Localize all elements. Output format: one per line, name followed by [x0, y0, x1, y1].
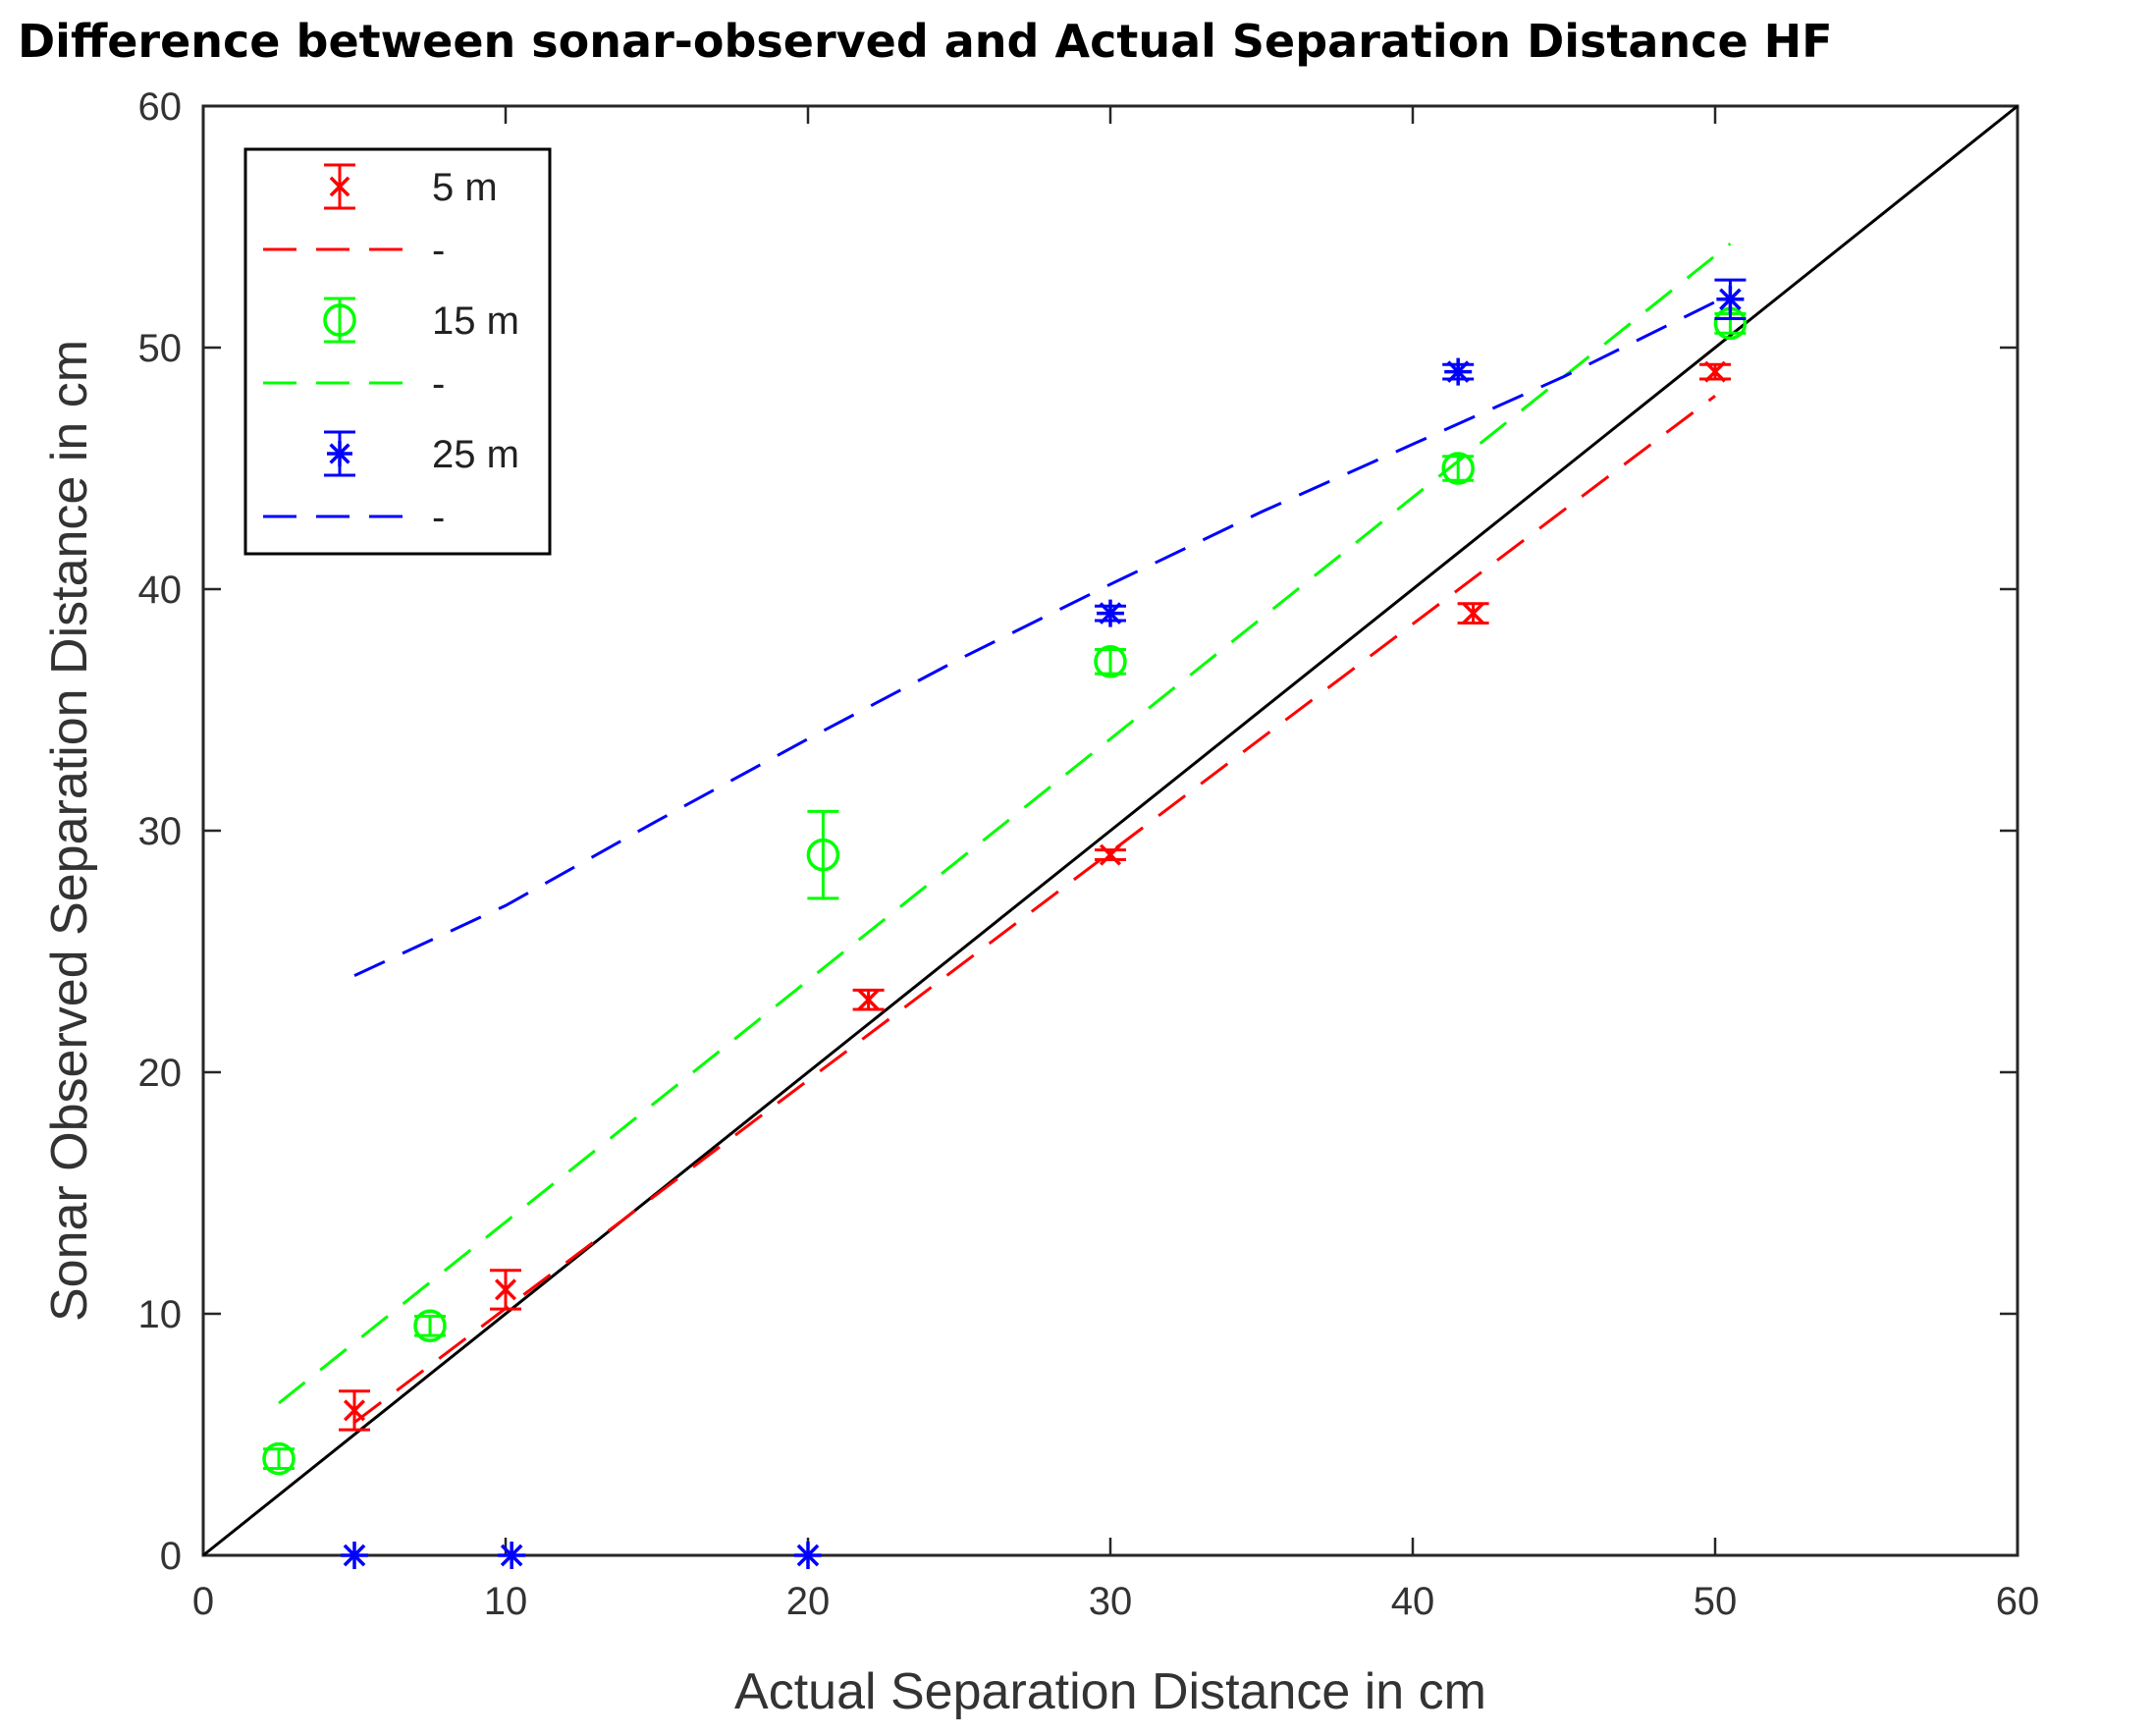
x-tick-label: 0 [192, 1580, 214, 1623]
x-marker-stroke [329, 176, 350, 197]
data-point-15m-1 [413, 1309, 447, 1343]
data-point-25m-2 [794, 1542, 822, 1569]
x-axis-label: Actual Separation Distance in cm [734, 1663, 1486, 1720]
circle-marker [806, 838, 840, 872]
legend-marker [323, 303, 356, 337]
fit-line-15m [278, 243, 1732, 1405]
reference-line [202, 104, 2018, 1557]
star-marker-stroke [1099, 602, 1122, 624]
y-tick-label: 10 [138, 1293, 183, 1336]
fit-line-5m [353, 395, 1716, 1424]
star-marker-stroke [343, 1544, 366, 1567]
x-tick-label: 30 [1089, 1580, 1133, 1623]
legend: 5 m - 15 m - 25 m - [243, 147, 552, 556]
circle-marker [1441, 452, 1475, 485]
data-point-25m-1 [498, 1542, 526, 1569]
star-marker-stroke [1719, 288, 1742, 311]
axis-ticks: 0 10 20 30 40 50 60 0 10 20 30 40 50 60 [138, 85, 2040, 1623]
legend-label: 5 m [432, 166, 498, 209]
fit-line-25m [353, 293, 1732, 977]
data-point-5m-5 [1699, 360, 1731, 383]
data-point-5m-0 [339, 1389, 370, 1432]
x-tick-label: 20 [786, 1580, 831, 1623]
legend-label: 25 m [432, 433, 519, 476]
legend-label: 15 m [432, 299, 519, 343]
legend-fit-label: - [432, 362, 445, 406]
data-points [262, 278, 1748, 1569]
circle-marker [1094, 645, 1127, 678]
data-point-15m-3 [1094, 645, 1127, 678]
data-point-15m-4 [1441, 452, 1475, 485]
x-marker-stroke [343, 1399, 366, 1422]
fit-lines [278, 243, 1732, 1424]
x-tick-label: 40 [1391, 1580, 1435, 1623]
y-tick-label: 40 [138, 569, 183, 612]
data-point-5m-3 [1095, 843, 1126, 866]
data-point-15m-0 [262, 1441, 296, 1476]
y-tick-label: 20 [138, 1052, 183, 1095]
legend-fit-label: - [432, 496, 445, 539]
y-tick-label: 30 [138, 810, 183, 853]
legend-marker [329, 176, 350, 197]
y-tick-label: 0 [160, 1535, 182, 1578]
x-marker-stroke [1462, 602, 1484, 624]
x-tick-label: 60 [1996, 1580, 2040, 1623]
legend-marker [327, 441, 352, 466]
x-marker-stroke [857, 989, 880, 1011]
x-tick-label: 10 [484, 1580, 528, 1623]
chart-title: Difference between sonar-observed and Ac… [18, 15, 1833, 68]
data-point-5m-2 [852, 988, 885, 1011]
data-point-25m-3 [1095, 599, 1126, 627]
data-point-15m-2 [806, 809, 840, 900]
star-marker-stroke [1446, 360, 1470, 383]
star-marker-stroke [329, 443, 350, 464]
y-tick-label: 50 [138, 327, 183, 370]
data-point-25m-5 [1714, 278, 1747, 320]
x-marker-stroke [494, 1278, 517, 1301]
x-tick-label: 50 [1694, 1580, 1738, 1623]
legend-box [243, 147, 552, 556]
star-marker-stroke [796, 1544, 820, 1567]
data-point-5m-4 [1457, 602, 1489, 624]
star-marker-stroke [500, 1544, 523, 1567]
x-marker-stroke [1099, 843, 1122, 866]
y-axis-label: Sonar Observed Separation Distance in cm [41, 340, 98, 1322]
circle-marker [262, 1441, 296, 1476]
x-marker-stroke [1703, 360, 1727, 383]
circle-marker [323, 303, 356, 337]
identity-line [202, 104, 2018, 1557]
legend-fit-label: - [432, 229, 445, 272]
circle-marker [413, 1309, 447, 1343]
data-point-5m-1 [490, 1269, 521, 1311]
data-point-25m-4 [1442, 357, 1475, 386]
y-tick-label: 60 [138, 85, 183, 129]
data-point-25m-0 [341, 1542, 368, 1569]
